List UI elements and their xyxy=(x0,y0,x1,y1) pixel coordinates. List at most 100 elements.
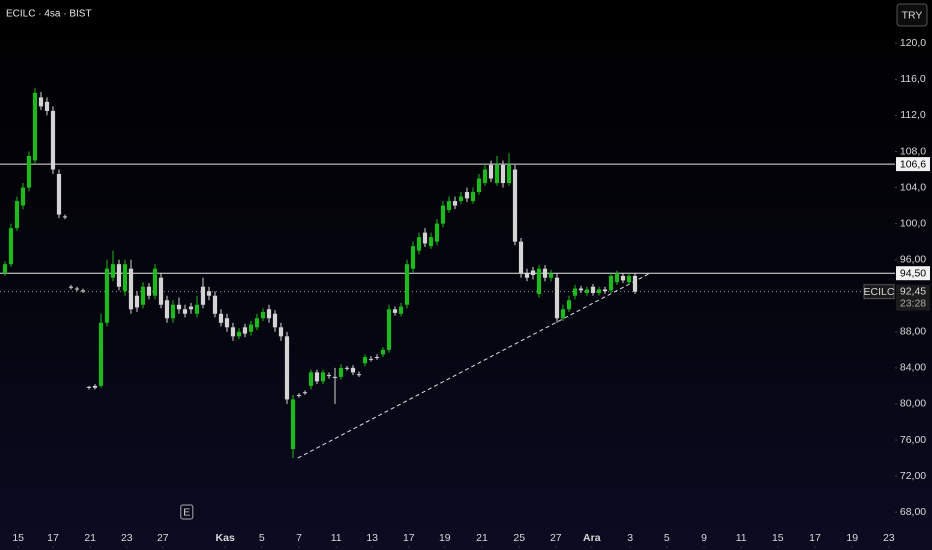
y-tick-label: 96,00 xyxy=(900,253,926,265)
candle-body xyxy=(476,178,482,193)
candle-body xyxy=(434,223,440,242)
candle-body xyxy=(8,228,14,265)
candle-body xyxy=(284,336,290,400)
x-tick-label: 23 xyxy=(121,532,133,544)
candle-body xyxy=(542,268,548,278)
candle-body xyxy=(314,372,320,382)
candle-body xyxy=(266,309,272,319)
candle-body xyxy=(44,101,50,111)
candle-body xyxy=(158,277,164,305)
y-tick-label: 76,00 xyxy=(900,434,926,446)
candle-body xyxy=(368,358,374,360)
candle-body xyxy=(212,295,218,314)
candle-body xyxy=(278,327,284,337)
candle-body xyxy=(272,313,278,328)
candle-body xyxy=(188,306,194,310)
candle-body xyxy=(392,309,398,313)
candle-body xyxy=(560,309,566,319)
level-label: 94,50 xyxy=(900,267,926,279)
candle-body xyxy=(548,273,554,278)
symbol-title: ECILC · 4sa · BIST xyxy=(6,9,92,20)
y-tick-label: 88,00 xyxy=(900,326,926,338)
y-tick-label: 120,0 xyxy=(900,37,926,49)
candle-body xyxy=(116,264,122,287)
candle-body xyxy=(584,289,590,294)
candle-body xyxy=(134,295,140,308)
x-tick-label: 5 xyxy=(664,532,670,544)
candle-body xyxy=(410,246,416,269)
last-price-box xyxy=(896,284,930,311)
candle-body xyxy=(128,268,134,310)
candle-body xyxy=(578,288,584,291)
x-tick-label: 19 xyxy=(439,532,451,544)
candle-body xyxy=(110,264,116,278)
candle-body xyxy=(488,165,494,179)
x-tick-label: 17 xyxy=(403,532,415,544)
y-tick-label: 84,00 xyxy=(900,362,926,374)
candle-body xyxy=(596,289,602,294)
candle-body xyxy=(482,169,488,184)
candle-body xyxy=(92,385,98,388)
candle-body xyxy=(422,232,428,244)
candle-body xyxy=(500,165,506,184)
candle-body xyxy=(56,174,62,215)
candle-body xyxy=(224,318,230,328)
candle-body xyxy=(170,304,176,319)
y-tick-label: 108,0 xyxy=(900,145,926,157)
candle-body xyxy=(464,192,470,199)
candle-body xyxy=(620,275,626,281)
last-price-symbol-box xyxy=(863,284,895,300)
x-tick-label: 17 xyxy=(47,532,59,544)
candle-body xyxy=(254,318,260,328)
x-tick-label: 21 xyxy=(476,532,488,544)
candle-body xyxy=(512,169,518,242)
candle-body xyxy=(296,394,302,396)
x-tick-label: 25 xyxy=(513,532,525,544)
candle-body xyxy=(356,374,362,376)
x-tick-label: 15 xyxy=(12,532,24,544)
candle-body xyxy=(404,264,410,305)
x-tick-label: 3 xyxy=(627,532,633,544)
currency-button[interactable] xyxy=(896,3,928,27)
candle-body xyxy=(386,309,392,350)
candle-body xyxy=(242,327,248,334)
candle-body xyxy=(230,327,236,337)
candle-body xyxy=(524,273,530,278)
candle-body xyxy=(164,300,170,319)
candle-body xyxy=(152,268,158,296)
candle-body xyxy=(20,187,26,206)
x-tick-label: 17 xyxy=(809,532,821,544)
candle-body xyxy=(194,304,200,314)
candle-body xyxy=(74,288,80,290)
candle-body xyxy=(14,201,20,229)
currency-label[interactable]: TRY xyxy=(902,9,923,21)
candle-body xyxy=(182,309,188,314)
event-marker-box xyxy=(180,504,194,520)
candle-body xyxy=(452,201,458,206)
x-tick-label: 27 xyxy=(550,532,562,544)
candle-body xyxy=(320,372,326,382)
level-label: 106,6 xyxy=(900,158,926,170)
candle-body xyxy=(458,196,464,202)
last-price-symbol: ECILC xyxy=(864,286,895,298)
candle-body xyxy=(530,270,536,275)
candle-body xyxy=(470,192,476,202)
candle-body xyxy=(122,264,128,292)
x-tick-label: 5 xyxy=(259,532,265,544)
y-tick-label: 68,00 xyxy=(900,506,926,518)
candle-body xyxy=(290,399,296,450)
x-tick-label: 7 xyxy=(296,532,302,544)
candle-body xyxy=(494,165,500,184)
candle-body xyxy=(98,322,104,386)
countdown-label: 23:28 xyxy=(900,297,926,309)
candle-body xyxy=(362,357,368,364)
y-tick-label: 112,0 xyxy=(900,109,926,121)
candle-body xyxy=(308,372,314,386)
candle-body xyxy=(248,324,254,332)
x-tick-label: Kas xyxy=(216,532,235,544)
candle-body xyxy=(554,277,560,319)
candle-body xyxy=(302,392,308,394)
candle-body xyxy=(338,367,344,377)
